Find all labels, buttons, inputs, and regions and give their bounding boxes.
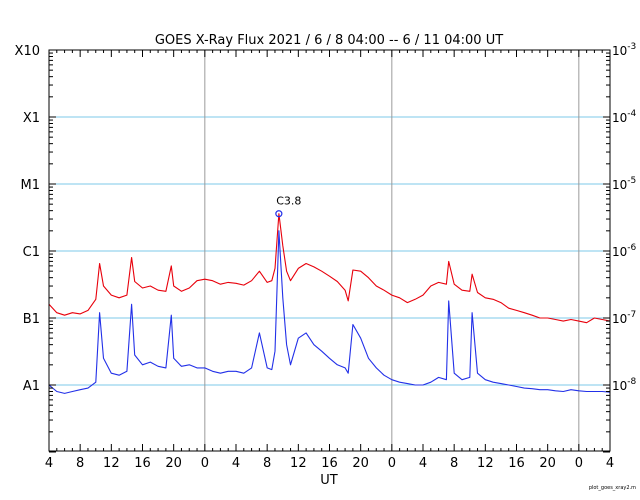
y-power-base: 10 — [612, 111, 627, 125]
x-tick-label: 16 — [134, 456, 151, 471]
peak-label: C3.8 — [276, 195, 301, 208]
x-tick-label: 4 — [45, 456, 53, 471]
y-power-base: 10 — [612, 245, 627, 259]
grid — [49, 50, 610, 451]
credit-text: plot_goes_xray2.m — [589, 485, 636, 491]
y-class-label: M1 — [21, 178, 41, 193]
y-power-base: 10 — [612, 178, 627, 192]
y-power-base: 10 — [612, 44, 627, 58]
annotation-layer: C3.8 — [275, 195, 301, 218]
y-power-label: 10-4 — [612, 109, 637, 125]
x-tick-label: 0 — [575, 456, 583, 471]
y-power-exponent: -7 — [627, 310, 636, 320]
y-class-label: B1 — [23, 312, 40, 327]
chart-title: GOES X-Ray Flux 2021 / 6 / 8 04:00 -- 6 … — [155, 33, 503, 48]
series-line-long-channel — [48, 213, 611, 324]
x-tick-label: 12 — [103, 456, 120, 471]
y-power-exponent: -5 — [627, 176, 636, 186]
peak-marker — [275, 210, 283, 218]
x-tick-label: 8 — [450, 456, 458, 471]
y-power-label: 10-7 — [612, 310, 636, 326]
y-power-label: 10-6 — [612, 243, 637, 259]
x-tick-label: 8 — [76, 456, 84, 471]
y-power-label: 10-3 — [612, 42, 636, 58]
x-tick-label: 20 — [539, 456, 556, 471]
x-axis-label: UT — [320, 473, 338, 488]
x-tick-label: 16 — [321, 456, 338, 471]
series-line-short-channel — [48, 230, 611, 394]
x-tick-label: 0 — [388, 456, 396, 471]
x-tick-label: 4 — [606, 456, 614, 471]
x-tick-label: 12 — [477, 456, 494, 471]
ticks: 4 8 12 16 20 0 4 8 12 16 20 0 4 8 12 16 20 0 4 A1 B1 C1 M1 X1 X1… — [15, 42, 637, 471]
y-power-base: 10 — [612, 379, 627, 393]
y-power-exponent: -8 — [627, 377, 636, 387]
x-tick-label: 16 — [508, 456, 525, 471]
series-layer — [48, 213, 611, 394]
y-power-exponent: -4 — [627, 109, 636, 119]
x-tick-label: 8 — [263, 456, 271, 471]
y-class-label: X10 — [15, 44, 40, 59]
y-class-label: C1 — [23, 245, 40, 260]
y-class-label: X1 — [23, 111, 40, 126]
x-tick-label: 20 — [165, 456, 182, 471]
y-power-label: 10-8 — [612, 377, 637, 393]
x-tick-label: 12 — [290, 456, 307, 471]
x-tick-label: 4 — [419, 456, 427, 471]
x-tick-label: 4 — [232, 456, 240, 471]
x-tick-label: 20 — [352, 456, 369, 471]
y-power-exponent: -6 — [627, 243, 636, 253]
x-tick-label: 0 — [201, 456, 209, 471]
y-power-exponent: -3 — [627, 42, 636, 52]
y-power-label: 10-5 — [612, 176, 636, 192]
y-class-label: A1 — [23, 379, 40, 394]
y-power-base: 10 — [612, 312, 627, 326]
